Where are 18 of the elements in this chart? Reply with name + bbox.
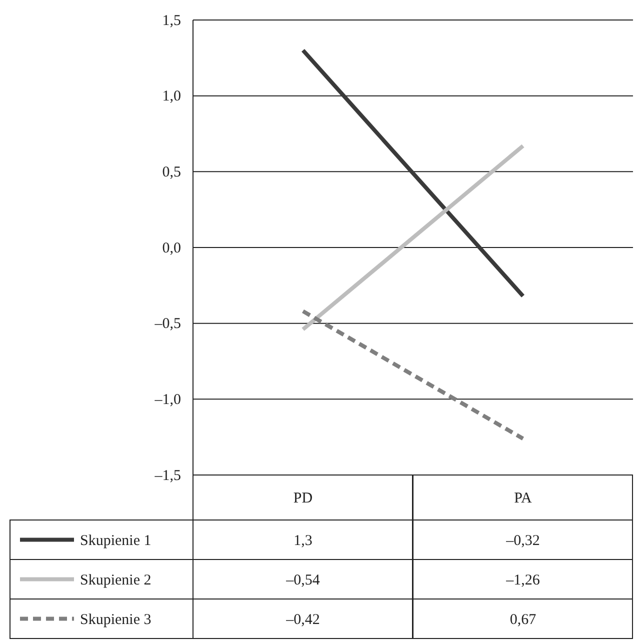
y-tick-label: –1,5 [154, 468, 181, 484]
y-tick-label: 0,0 [162, 240, 181, 256]
x-tick-label: PA [514, 490, 532, 506]
y-tick-label: 0,5 [162, 164, 181, 180]
y-tick-label: –0,5 [154, 316, 181, 332]
x-tick-label: PD [293, 490, 313, 506]
text: 1,3 [294, 532, 312, 549]
legend-label: Skupienie 3 [80, 612, 152, 628]
y-tick-label: 1,5 [162, 12, 181, 29]
text: 0,67 [510, 612, 536, 628]
text: –0,54 [286, 572, 320, 588]
text: –1,26 [506, 572, 540, 588]
y-tick-label: –1,0 [154, 392, 181, 408]
legend-label: Skupienie 2 [80, 572, 152, 588]
text: –0,42 [286, 612, 320, 628]
text: –0,32 [506, 532, 540, 549]
y-tick-label: 1,0 [162, 88, 181, 105]
legend-label: Skupienie 1 [80, 532, 152, 549]
